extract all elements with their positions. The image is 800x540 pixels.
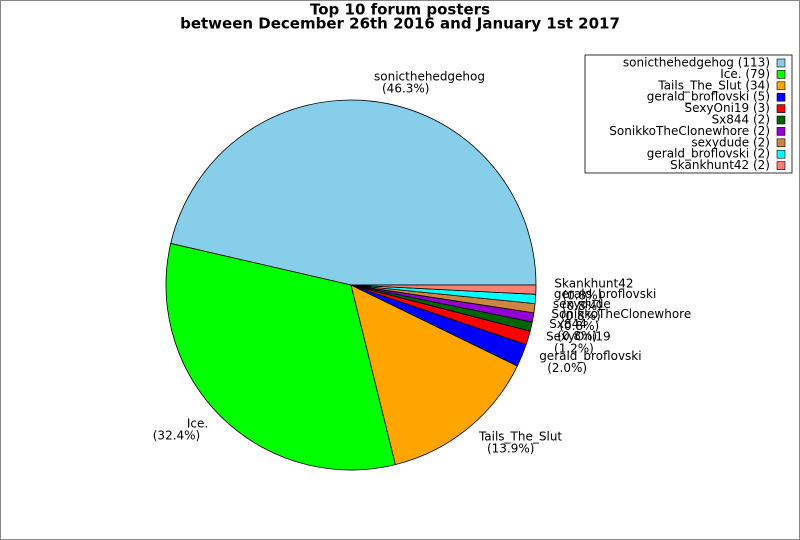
slice-label: Skankhunt42	[554, 277, 633, 291]
legend-label: gerald_broflovski (2)	[647, 147, 770, 161]
slice-value-label: (0.8%)	[562, 289, 602, 303]
legend-swatch	[776, 92, 786, 102]
legend-swatch	[776, 70, 786, 79]
legend-box	[584, 54, 793, 174]
legend-label: SonikkoTheClonewhore (2)	[609, 124, 770, 138]
slice-label: SexyOni19	[546, 330, 611, 344]
legend-label: Skankhunt42 (2)	[670, 158, 770, 172]
legend-swatch	[776, 58, 786, 68]
slice-value-label: (46.3%)	[382, 81, 429, 95]
slice-label: Sx844	[549, 317, 587, 331]
pie-slice	[170, 99, 537, 286]
slice-value-label: (13.9%)	[487, 442, 534, 456]
legend-swatch	[776, 104, 786, 113]
pie-slice	[350, 284, 537, 295]
chart-subtitle: between December 26th 2016 and January 1…	[180, 15, 620, 33]
legend-label: sonicthehedgehog (113)	[623, 56, 770, 70]
slice-value-label: (32.4%)	[153, 429, 200, 443]
legend-label: Sx844 (2)	[712, 113, 770, 127]
slice-label: Ice.	[187, 417, 208, 431]
slice-value-label: (0.8%)	[561, 309, 601, 323]
slice-value-label: (0.8%)	[559, 319, 599, 333]
legend-swatch	[776, 81, 786, 91]
slice-value-label: (2.0%)	[547, 361, 587, 375]
legend-label: sexydude (2)	[691, 135, 770, 149]
legend-label: gerald_broflovski (5)	[647, 90, 770, 104]
slice-label: sexydude	[553, 297, 611, 311]
legend-label: SexyOni19 (3)	[685, 101, 770, 115]
slice-label: gerald_broflovski	[554, 287, 656, 301]
pie-slice	[165, 242, 396, 471]
legend-swatch	[776, 115, 786, 125]
slice-value-label: (0.8%)	[557, 329, 597, 343]
slice-label: Tails_The_Slut	[478, 430, 562, 444]
slice-value-label: (0.8%)	[562, 299, 602, 313]
legend-label: Tails_The_Slut (34)	[657, 78, 770, 92]
slice-label: sonicthehedgehog	[374, 69, 485, 83]
slice-label: SonikkoTheClonewhore	[551, 307, 691, 321]
legend-swatch	[776, 149, 786, 159]
chart-title: Top 10 forum posters	[310, 1, 490, 19]
pie-slice	[350, 284, 518, 466]
legend-swatch	[776, 161, 786, 170]
legend-swatch	[776, 127, 786, 136]
legend-label: Ice. (79)	[720, 67, 770, 81]
slice-label: gerald_broflovski	[539, 349, 641, 363]
legend-swatch	[776, 138, 786, 148]
slice-value-label: (1.2%)	[554, 342, 594, 356]
